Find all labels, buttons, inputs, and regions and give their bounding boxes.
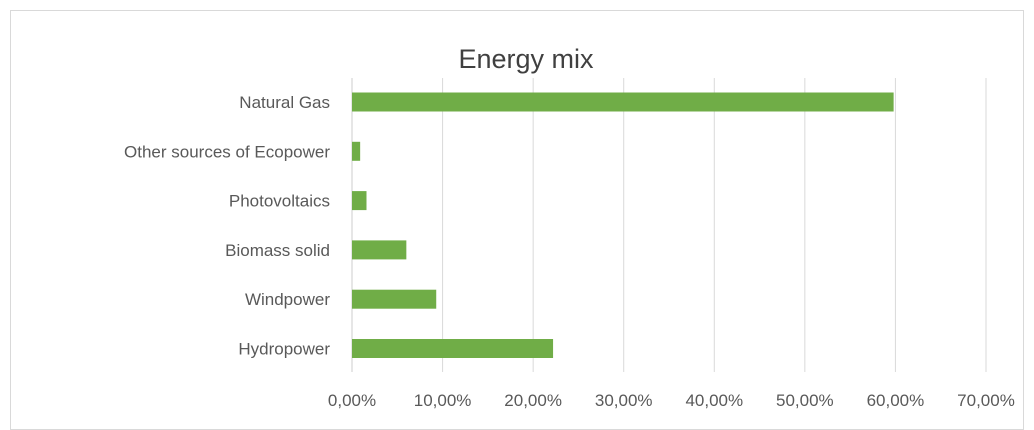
x-tick-label: 30,00% xyxy=(595,391,653,410)
x-tick-label: 10,00% xyxy=(414,391,472,410)
bar xyxy=(352,141,361,161)
x-tick-label: 70,00% xyxy=(957,391,1015,410)
x-tick-label: 60,00% xyxy=(867,391,925,410)
category-label: Photovoltaics xyxy=(229,192,330,211)
bar xyxy=(352,339,554,358)
chart-title: Energy mix xyxy=(458,44,594,74)
category-label: Windpower xyxy=(245,290,330,309)
x-tick-label: 0,00% xyxy=(328,391,376,410)
category-label: Hydropower xyxy=(238,340,330,359)
category-label: Other sources of Ecopower xyxy=(124,142,330,161)
bar xyxy=(352,191,367,211)
x-tick-label: 50,00% xyxy=(776,391,834,410)
x-tick-label: 40,00% xyxy=(685,391,743,410)
category-label: Biomass solid xyxy=(225,241,330,260)
bar xyxy=(352,240,407,260)
gridlines xyxy=(351,78,987,372)
category-label: Natural Gas xyxy=(239,93,330,112)
category-labels: Natural Gas Other sources of Ecopower Phot… xyxy=(124,93,330,359)
bar-chart: Energy mix Natural Gas Other sources of E… xyxy=(124,44,1015,410)
x-tick-label: 20,00% xyxy=(504,391,562,410)
chart-area xyxy=(10,10,1024,430)
bars xyxy=(352,92,894,358)
x-axis-tick-labels: 0,00% 10,00% 20,00% 30,00% 40,00% 50,00% 60,00… xyxy=(328,391,1015,410)
bar xyxy=(352,289,437,309)
bar xyxy=(352,92,894,112)
